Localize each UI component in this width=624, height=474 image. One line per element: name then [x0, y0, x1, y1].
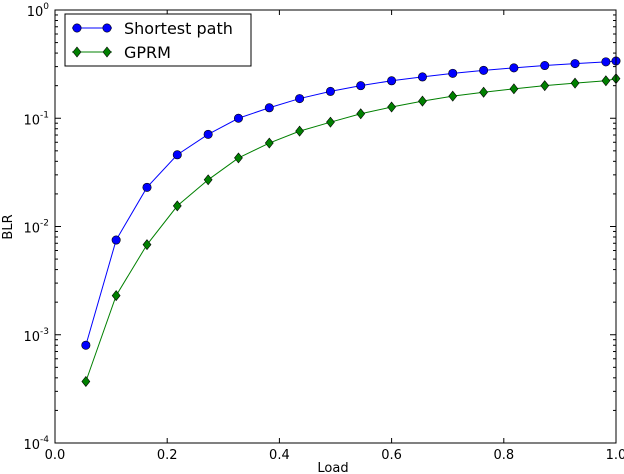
x-axis-label: Load [317, 461, 348, 474]
y-tick-exponent: 0 [43, 2, 49, 12]
data-point [570, 59, 580, 69]
data-point [203, 129, 213, 139]
legend-marker [102, 23, 112, 33]
legend-label: Shortest path [124, 19, 233, 38]
data-point [111, 290, 121, 302]
legend-label: GPRM [124, 43, 171, 62]
y-tick-label: 10-3 [23, 327, 49, 345]
data-point [387, 76, 397, 86]
y-tick-exponent: -3 [40, 327, 49, 337]
y-tick-label: 10-2 [23, 219, 49, 237]
data-point [448, 68, 458, 78]
y-tick-base: 10 [23, 222, 40, 237]
y-tick-base: 10 [27, 5, 44, 20]
legend-marker [72, 23, 82, 33]
data-point [356, 81, 366, 91]
y-tick-label: 10-1 [23, 110, 49, 128]
data-point [448, 90, 458, 102]
data-point [234, 152, 243, 164]
data-point [264, 137, 274, 149]
data-point [233, 113, 243, 123]
x-tick-label: 1.0 [606, 448, 624, 463]
y-tick-exponent: -1 [40, 110, 49, 120]
data-point [111, 235, 121, 245]
legend-marker [102, 46, 112, 58]
data-point [540, 61, 550, 71]
data-point [264, 103, 274, 113]
data-point [356, 108, 366, 120]
data-point [418, 95, 427, 107]
data-point [325, 86, 335, 96]
legend-marker [72, 46, 82, 58]
data-point [142, 239, 152, 251]
data-point [479, 86, 488, 98]
legend-item: Shortest path [72, 19, 233, 38]
data-point [601, 75, 611, 87]
data-point [172, 150, 182, 160]
data-point [142, 182, 152, 192]
x-tick-label: 0.4 [269, 448, 290, 463]
y-axis-label: BLR [1, 214, 16, 239]
y-tick-base: 10 [23, 113, 40, 128]
data-point [417, 72, 427, 82]
y-tick-exponent: -4 [40, 435, 49, 445]
y-tick-base: 10 [23, 438, 40, 453]
data-point [81, 340, 91, 350]
series-0 [81, 56, 621, 350]
series-1 [81, 73, 621, 387]
data-point [387, 101, 396, 113]
data-point [540, 80, 550, 92]
data-point [295, 94, 305, 104]
y-tick-exponent: -2 [40, 219, 49, 229]
y-tick-label: 10-4 [23, 435, 49, 453]
data-point [570, 77, 580, 89]
y-tick-base: 10 [23, 330, 40, 345]
data-point [601, 57, 611, 67]
legend-items: Shortest path GPRM [72, 19, 233, 62]
y-tick-label: 100 [27, 2, 50, 20]
data-point [326, 116, 335, 128]
legend-item: GPRM [72, 43, 171, 62]
x-tick-label: 0.6 [381, 448, 402, 463]
x-tick-label: 0.0 [45, 448, 66, 463]
data-point [295, 125, 304, 137]
x-tick-label: 0.8 [493, 448, 514, 463]
data-point [81, 376, 91, 387]
data-point [479, 65, 489, 75]
legend-box [64, 13, 252, 67]
plot-frame [54, 9, 617, 444]
data-point [203, 174, 213, 186]
legend: Shortest path GPRM [64, 13, 252, 67]
data-point [509, 63, 519, 73]
x-tick-label: 0.2 [157, 448, 178, 463]
series-layer [81, 56, 621, 387]
data-point [172, 200, 182, 212]
data-point [509, 83, 519, 95]
